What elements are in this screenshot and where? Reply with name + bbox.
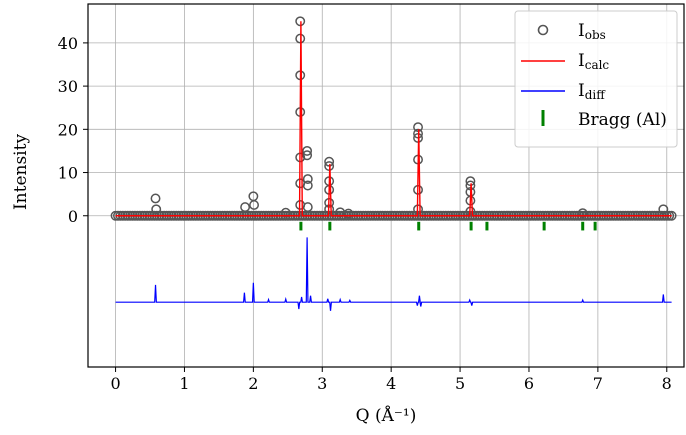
- x-tick-label: 1: [179, 374, 189, 393]
- y-tick-label: 30: [58, 77, 78, 96]
- obs-point: [150, 193, 161, 204]
- y-axis-label: Intensity: [11, 134, 31, 210]
- legend-bragg-label: Bragg (Al): [578, 110, 667, 130]
- x-tick-label: 4: [386, 374, 396, 393]
- diff-series: [115, 237, 672, 311]
- x-tick-label: 2: [248, 374, 258, 393]
- x-tick-label: 5: [455, 374, 465, 393]
- obs-point: [302, 150, 313, 161]
- legend-calc-label: Icalc: [578, 51, 609, 72]
- legend-diff-label: Idiff: [578, 81, 606, 102]
- x-tick-label: 6: [524, 374, 534, 393]
- x-tick-label: 7: [593, 374, 603, 393]
- x-tick-label: 0: [110, 374, 120, 393]
- x-axis-label: Q (Å⁻¹): [356, 405, 417, 426]
- calc-series: [115, 21, 672, 217]
- y-tick-label: 10: [58, 164, 78, 183]
- y-tick-label: 40: [58, 34, 78, 53]
- calc-line: [115, 21, 672, 217]
- diff-line: [115, 237, 672, 311]
- legend: Iobs Icalc Idiff Bragg (Al): [514, 10, 678, 148]
- y-tick-label: 20: [58, 120, 78, 139]
- obs-point: [302, 174, 313, 184]
- obs-point: [151, 204, 162, 215]
- x-tick-label: 3: [317, 374, 327, 393]
- obs-point: [658, 204, 669, 215]
- obs-point: [577, 208, 588, 219]
- obs-point: [343, 208, 354, 219]
- x-axis-ticks: 0 1 2 3 4 5 6 7 8: [110, 367, 672, 393]
- obs-point: [280, 207, 291, 218]
- y-tick-label: 0: [68, 207, 78, 226]
- obs-point: [302, 202, 313, 213]
- x-tick-label: 8: [662, 374, 672, 393]
- obs-point: [249, 199, 260, 210]
- plot-frame: [87, 3, 685, 368]
- obs-point: [302, 145, 313, 156]
- obs-point: [302, 180, 313, 191]
- legend-obs-marker: [537, 24, 549, 36]
- legend-obs-label: Iobs: [578, 21, 606, 42]
- legend-box: [514, 10, 678, 148]
- obs-point: [240, 202, 251, 213]
- bragg-series: [299, 221, 597, 231]
- y-axis-ticks: 0 10 20 30 40: [58, 34, 88, 226]
